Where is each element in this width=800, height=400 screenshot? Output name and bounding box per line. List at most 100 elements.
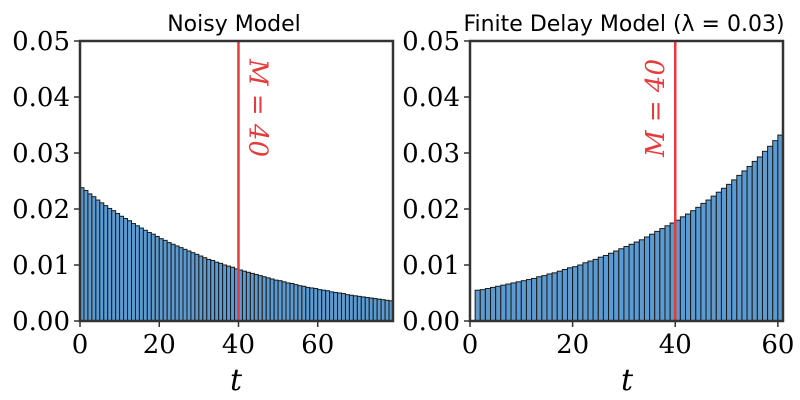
histogram-bar bbox=[587, 260, 594, 322]
histogram-bar bbox=[679, 216, 687, 322]
histogram-bar bbox=[138, 227, 144, 322]
histogram-bar bbox=[194, 253, 200, 322]
histogram-bar bbox=[150, 233, 156, 322]
histogram-bar bbox=[690, 210, 697, 322]
y-tick-label: 0.05 bbox=[12, 27, 70, 57]
histogram-bar bbox=[664, 225, 671, 322]
histogram-bar bbox=[772, 140, 779, 322]
threshold-label: M = 40 bbox=[641, 59, 671, 158]
histogram-bar bbox=[685, 213, 692, 322]
plot-frame bbox=[468, 39, 785, 323]
histogram-bar bbox=[705, 199, 712, 322]
histogram-bar bbox=[510, 282, 517, 322]
histogram-bar bbox=[241, 270, 247, 322]
histogram-bar bbox=[313, 288, 319, 322]
histogram-bar bbox=[265, 277, 271, 322]
y-tick-label: 0.05 bbox=[402, 27, 460, 57]
y-tick-label: 0.03 bbox=[402, 139, 460, 169]
y-tick-label: 0.01 bbox=[402, 251, 460, 281]
histogram-bar bbox=[198, 255, 204, 322]
histogram-bar bbox=[618, 248, 625, 322]
histogram-bar bbox=[726, 183, 733, 322]
histogram-bar bbox=[515, 281, 522, 322]
histogram-bar bbox=[572, 266, 579, 322]
histogram-bar bbox=[115, 212, 121, 322]
histogram-bar bbox=[158, 238, 164, 322]
x-axis-ticks: 0 20 40 60 bbox=[462, 321, 794, 360]
histogram-bar bbox=[643, 236, 651, 322]
y-tick-label: 0.03 bbox=[12, 139, 70, 169]
histogram-bar bbox=[720, 187, 728, 322]
histogram-bar bbox=[741, 170, 748, 322]
histogram-bar bbox=[281, 281, 287, 322]
histogram-bar bbox=[474, 289, 481, 322]
histogram-bar bbox=[142, 229, 148, 322]
histogram-bar bbox=[500, 284, 507, 322]
histogram-bar bbox=[285, 282, 291, 322]
annotation-group: M = 40 bbox=[641, 41, 677, 321]
histogram-bar bbox=[731, 179, 738, 322]
histogram-bar bbox=[329, 291, 335, 322]
histogram-bar bbox=[309, 287, 315, 322]
histogram-bar bbox=[654, 230, 661, 322]
x-tick-label: 60 bbox=[761, 330, 794, 360]
histogram-bar bbox=[384, 299, 390, 322]
histogram-bar bbox=[337, 292, 342, 322]
histogram-bar bbox=[700, 202, 707, 322]
histogram-bar bbox=[746, 165, 753, 322]
y-axis-ticks: 0.00 0.01 0.02 0.03 0.04 0.05 bbox=[402, 27, 470, 337]
bar-series bbox=[474, 134, 784, 322]
histogram-bar bbox=[202, 257, 208, 322]
histogram-bar bbox=[761, 150, 769, 322]
histogram-bar bbox=[230, 266, 236, 322]
histogram-bar bbox=[710, 195, 717, 322]
y-tick-label: 0.04 bbox=[402, 83, 460, 113]
histogram-bar bbox=[368, 297, 374, 322]
histogram-bar bbox=[608, 252, 615, 322]
x-tick-label: 0 bbox=[72, 330, 89, 360]
y-tick-label: 0.00 bbox=[12, 307, 70, 337]
histogram-bar bbox=[325, 290, 331, 322]
histogram-bar bbox=[166, 242, 172, 322]
y-tick-label: 0.02 bbox=[12, 195, 70, 225]
x-tick-label: 0 bbox=[462, 330, 479, 360]
histogram-bar bbox=[340, 293, 346, 322]
histogram-bar bbox=[751, 160, 758, 322]
histogram-bar bbox=[767, 145, 774, 322]
histogram-bar bbox=[736, 174, 743, 322]
threshold-label: M = 40 bbox=[242, 58, 272, 157]
histogram-bar bbox=[170, 243, 176, 322]
histogram-bar bbox=[111, 210, 117, 322]
histogram-bar bbox=[348, 294, 354, 322]
histogram-bar bbox=[226, 265, 232, 322]
histogram-bar bbox=[633, 241, 640, 322]
annotation-group: M = 40 bbox=[237, 41, 272, 321]
histogram-bar bbox=[293, 284, 299, 322]
histogram-bar bbox=[206, 258, 212, 322]
chart-title: Finite Delay Model (λ = 0.03) bbox=[463, 12, 784, 37]
histogram-bar bbox=[577, 264, 584, 322]
histogram-bar bbox=[372, 298, 378, 322]
histogram-bar bbox=[210, 260, 216, 322]
histogram-bar bbox=[628, 243, 635, 322]
chart-panel-finite-delay-model: Finite Delay Model (λ = 0.03) M = 40 0.0… bbox=[402, 12, 794, 398]
histogram-bar bbox=[146, 232, 152, 322]
histogram-bar bbox=[83, 190, 89, 322]
histogram-bar bbox=[301, 285, 307, 322]
histogram-bar bbox=[582, 262, 589, 322]
histogram-bar bbox=[269, 278, 275, 322]
histogram-bar bbox=[638, 239, 645, 322]
histogram-bar bbox=[333, 291, 339, 322]
histogram-bar bbox=[484, 288, 492, 322]
x-axis-ticks: 0 20 40 60 bbox=[72, 321, 334, 360]
plot-frame bbox=[78, 39, 395, 323]
histogram-bar bbox=[356, 295, 362, 322]
histogram-bar bbox=[277, 280, 283, 322]
x-tick-label: 20 bbox=[556, 330, 589, 360]
histogram-bar bbox=[531, 277, 538, 322]
histogram-bar bbox=[119, 215, 125, 322]
histogram-bar bbox=[360, 296, 366, 322]
histogram-bar bbox=[592, 258, 599, 322]
histogram-bar bbox=[546, 273, 553, 322]
